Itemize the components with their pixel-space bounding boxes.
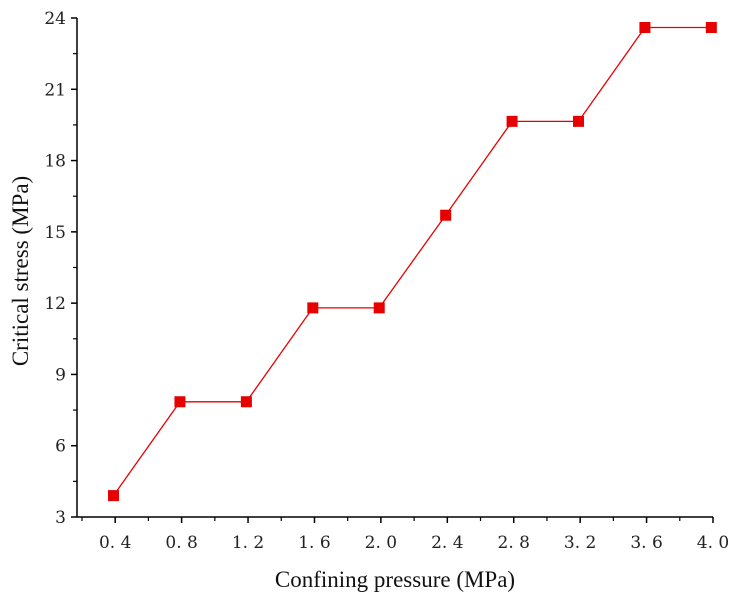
series-layer — [108, 22, 717, 502]
y-tick-label: 12 — [44, 294, 66, 314]
y-tick-label: 3 — [55, 508, 66, 528]
x-tick-label: 1. 6 — [298, 533, 330, 553]
data-point — [506, 115, 518, 127]
x-tick-label: 4. 0 — [697, 533, 729, 553]
x-tick-label: 0. 4 — [99, 533, 131, 553]
y-tick-label: 9 — [55, 365, 66, 385]
x-tick-label: 3. 6 — [630, 533, 662, 553]
x-tick-label: 2. 4 — [431, 533, 463, 553]
x-tick-label: 1. 2 — [232, 533, 264, 553]
y-tick-label: 21 — [44, 80, 66, 100]
y-axis-title: Critical stress (MPa) — [8, 176, 33, 366]
x-tick-label: 2. 8 — [498, 533, 530, 553]
y-tick-label: 18 — [44, 152, 66, 172]
data-point — [440, 209, 452, 221]
x-axis-title: Confining pressure (MPa) — [275, 567, 515, 592]
data-point — [307, 302, 319, 314]
y-tick-label: 6 — [55, 437, 66, 457]
data-point — [373, 302, 385, 314]
series-line — [112, 26, 712, 496]
data-point — [639, 22, 651, 34]
data-point — [705, 22, 717, 34]
data-point — [572, 115, 584, 127]
data-point — [108, 490, 120, 502]
x-axis: 0. 4 0. 8 1. 2 1. 6 2. 0 2. 4 2. 8 3. 2 3. 6 4. 0 — [77, 516, 729, 553]
x-tick-label: 3. 2 — [564, 533, 596, 553]
y-tick-label: 15 — [44, 223, 66, 243]
data-point — [240, 396, 252, 408]
y-tick-label: 24 — [44, 9, 66, 29]
data-point — [174, 396, 186, 408]
x-tick-label: 0. 8 — [165, 533, 197, 553]
y-axis: 3 6 9 12 15 18 21 24 — [44, 9, 78, 528]
x-tick-label: 2. 0 — [365, 533, 397, 553]
